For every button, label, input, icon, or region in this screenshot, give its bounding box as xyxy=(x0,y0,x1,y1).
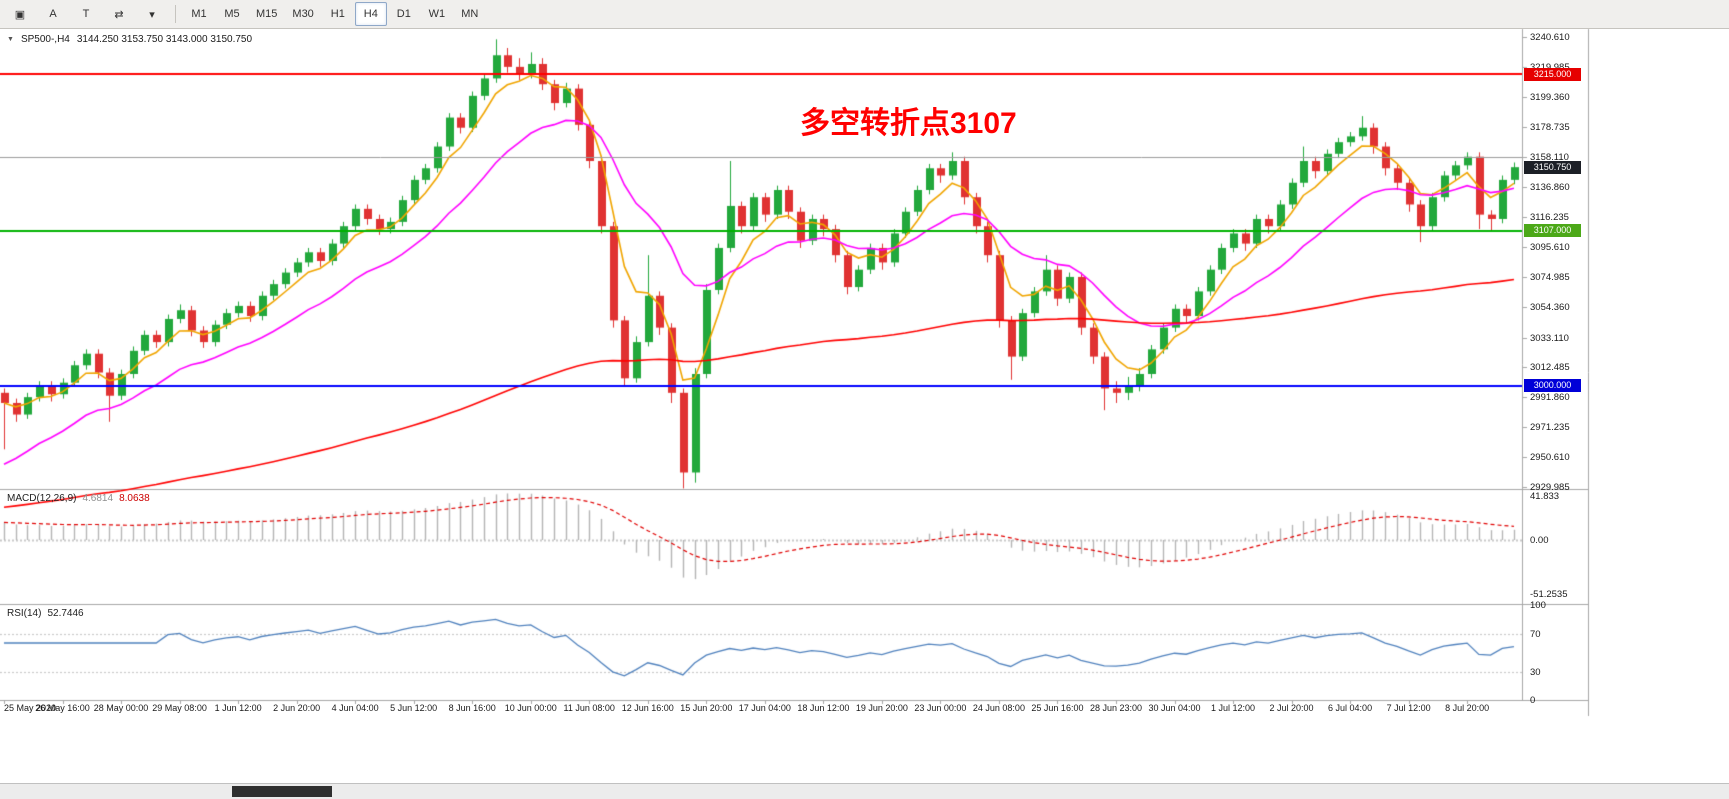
text-tool-icon[interactable]: T xyxy=(82,8,90,20)
price-axis-label: 2950.610 xyxy=(1530,452,1570,464)
chart-annotation[interactable]: 多空转折点3107 xyxy=(800,107,1017,140)
time-axis-label: 23 Jun 00:00 xyxy=(914,703,967,713)
time-axis-label: 7 Jul 12:00 xyxy=(1386,703,1431,713)
support-line-price-tag[interactable]: 3000.000 xyxy=(1524,379,1581,393)
time-axis-label: 24 Jun 08:00 xyxy=(972,703,1025,713)
timeframe-button-m15[interactable]: M15 xyxy=(256,8,278,20)
toolbar: ▣ A T ⇄ ▾ M1 M5 M15 M30 H1 H4 D1 W1 MN xyxy=(0,0,1729,29)
rsi-value: 52.7446 xyxy=(47,608,84,619)
price-axis-label: 3178.735 xyxy=(1530,121,1570,133)
time-axis-label: 29 May 08:00 xyxy=(152,703,207,713)
annotation-a-icon[interactable]: A xyxy=(49,8,57,20)
price-axis-label: 2929.985 xyxy=(1530,482,1570,493)
price-axis-label: 3012.485 xyxy=(1530,362,1570,374)
time-axis-label: 17 Jun 04:00 xyxy=(738,703,791,713)
symbol-header: ▼ SP500-,H4 3144.250 3153.750 3143.000 3… xyxy=(7,34,252,45)
time-axis-label: 2 Jul 20:00 xyxy=(1269,703,1314,713)
time-axis-label: 11 Jun 08:00 xyxy=(563,703,615,713)
price-axis-label: 3240.610 xyxy=(1530,32,1570,43)
taskbar-segment[interactable] xyxy=(232,786,332,797)
time-axis-label: 10 Jun 00:00 xyxy=(504,703,557,713)
timeframe-button-mn[interactable]: MN xyxy=(461,8,479,20)
time-axis-label: 18 Jun 12:00 xyxy=(797,703,850,713)
macd-axis-label: 41.833 xyxy=(1530,490,1560,502)
timeframe-button-d1[interactable]: D1 xyxy=(396,8,411,20)
price-axis-label: 3219.985 xyxy=(1530,62,1570,73)
status-bar xyxy=(0,783,1729,799)
toolbar-separator xyxy=(175,5,176,23)
rsi-axis-label: 100 xyxy=(1530,600,1546,611)
price-axis-label: 3136.860 xyxy=(1530,182,1570,194)
time-axis-label: 1 Jul 12:00 xyxy=(1210,703,1256,713)
window-icon[interactable]: ▣ xyxy=(14,8,26,21)
time-axis-label: 30 Jun 04:00 xyxy=(1148,703,1201,713)
toolbar-timeframes-group: M1 M5 M15 M30 H1 H4 D1 W1 MN xyxy=(183,2,486,26)
rsi-axis-label: 30 xyxy=(1530,666,1541,678)
macd-axis-label: -51.2535 xyxy=(1530,588,1568,600)
time-axis-label: 26 May 16:00 xyxy=(35,703,90,713)
time-axis-label: 28 May 00:00 xyxy=(93,703,149,713)
time-axis-label: 25 May 2020 xyxy=(4,703,57,713)
price-axis-label: 3158.110 xyxy=(1530,151,1569,163)
time-axis-label: 28 Jun 23:00 xyxy=(1089,703,1142,713)
timeframe-button-m5[interactable]: M5 xyxy=(224,8,240,20)
rsi-header: RSI(14) 52.7446 xyxy=(7,608,84,619)
price-axis-label: 3095.610 xyxy=(1530,242,1570,254)
time-axis-label: 8 Jun 16:00 xyxy=(448,703,496,713)
rsi-label: RSI(14) xyxy=(7,608,42,619)
dropdown-caret-icon[interactable]: ▾ xyxy=(149,8,155,21)
symbol-ohlc-values: 3144.250 3153.750 3143.000 3150.750 xyxy=(76,34,253,45)
macd-header: MACD(12,26,9) 4.6814 8.0638 xyxy=(7,493,150,504)
time-axis-label: 12 Jun 16:00 xyxy=(621,703,674,713)
macd-signal-value: 8.0638 xyxy=(119,493,150,504)
time-axis-label: 8 Jul 20:00 xyxy=(1445,703,1490,713)
current-price-tag: 3150.750 xyxy=(1524,160,1581,174)
timeframe-button-m1[interactable]: M1 xyxy=(191,8,207,20)
price-axis-label: 3116.235 xyxy=(1530,212,1569,224)
rsi-axis-label: 70 xyxy=(1530,628,1541,640)
timeframe-button-h4[interactable]: H4 xyxy=(354,2,387,26)
time-axis-label: 6 Jul 04:00 xyxy=(1328,703,1373,713)
price-axis-label: 3199.360 xyxy=(1530,91,1570,103)
macd-main-value: 4.6814 xyxy=(82,493,114,504)
time-axis-label: 25 Jun 16:00 xyxy=(1031,703,1084,713)
time-axis-label: 5 Jun 12:00 xyxy=(390,703,438,713)
macd-axis-label: 0.00 xyxy=(1530,535,1549,546)
time-axis-label: 2 Jun 20:00 xyxy=(273,703,321,713)
pivot-line-price-tag[interactable]: 3107.000 xyxy=(1524,224,1581,238)
symbol-title: SP500-,H4 xyxy=(20,34,70,45)
price-axis-label: 3054.360 xyxy=(1530,301,1570,313)
price-axis-label: 3033.110 xyxy=(1530,332,1569,344)
collapse-chart-icon[interactable]: ▼ xyxy=(7,36,14,43)
price-axis-label: 2991.860 xyxy=(1530,392,1570,404)
resistance-line-price-tag[interactable]: 3215.000 xyxy=(1524,67,1581,81)
time-axis-label: 19 Jun 20:00 xyxy=(855,703,908,713)
timeframe-button-h1[interactable]: H1 xyxy=(330,8,345,20)
price-axis-label: 3074.985 xyxy=(1530,271,1570,283)
time-axis-label: 1 Jun 12:00 xyxy=(214,703,262,713)
time-axis-label: 15 Jun 20:00 xyxy=(680,703,733,713)
price-axis-label: 2971.235 xyxy=(1530,422,1570,434)
macd-label: MACD(12,26,9) xyxy=(7,493,77,504)
cycle-arrows-icon[interactable]: ⇄ xyxy=(114,8,124,21)
time-axis-label: 4 Jun 04:00 xyxy=(331,703,379,713)
toolbar-icons-group: ▣ A T ⇄ ▾ xyxy=(4,2,168,26)
timeframe-button-w1[interactable]: W1 xyxy=(428,8,446,20)
rsi-axis-label: 0 xyxy=(1530,695,1536,706)
timeframe-button-m30[interactable]: M30 xyxy=(292,8,314,20)
